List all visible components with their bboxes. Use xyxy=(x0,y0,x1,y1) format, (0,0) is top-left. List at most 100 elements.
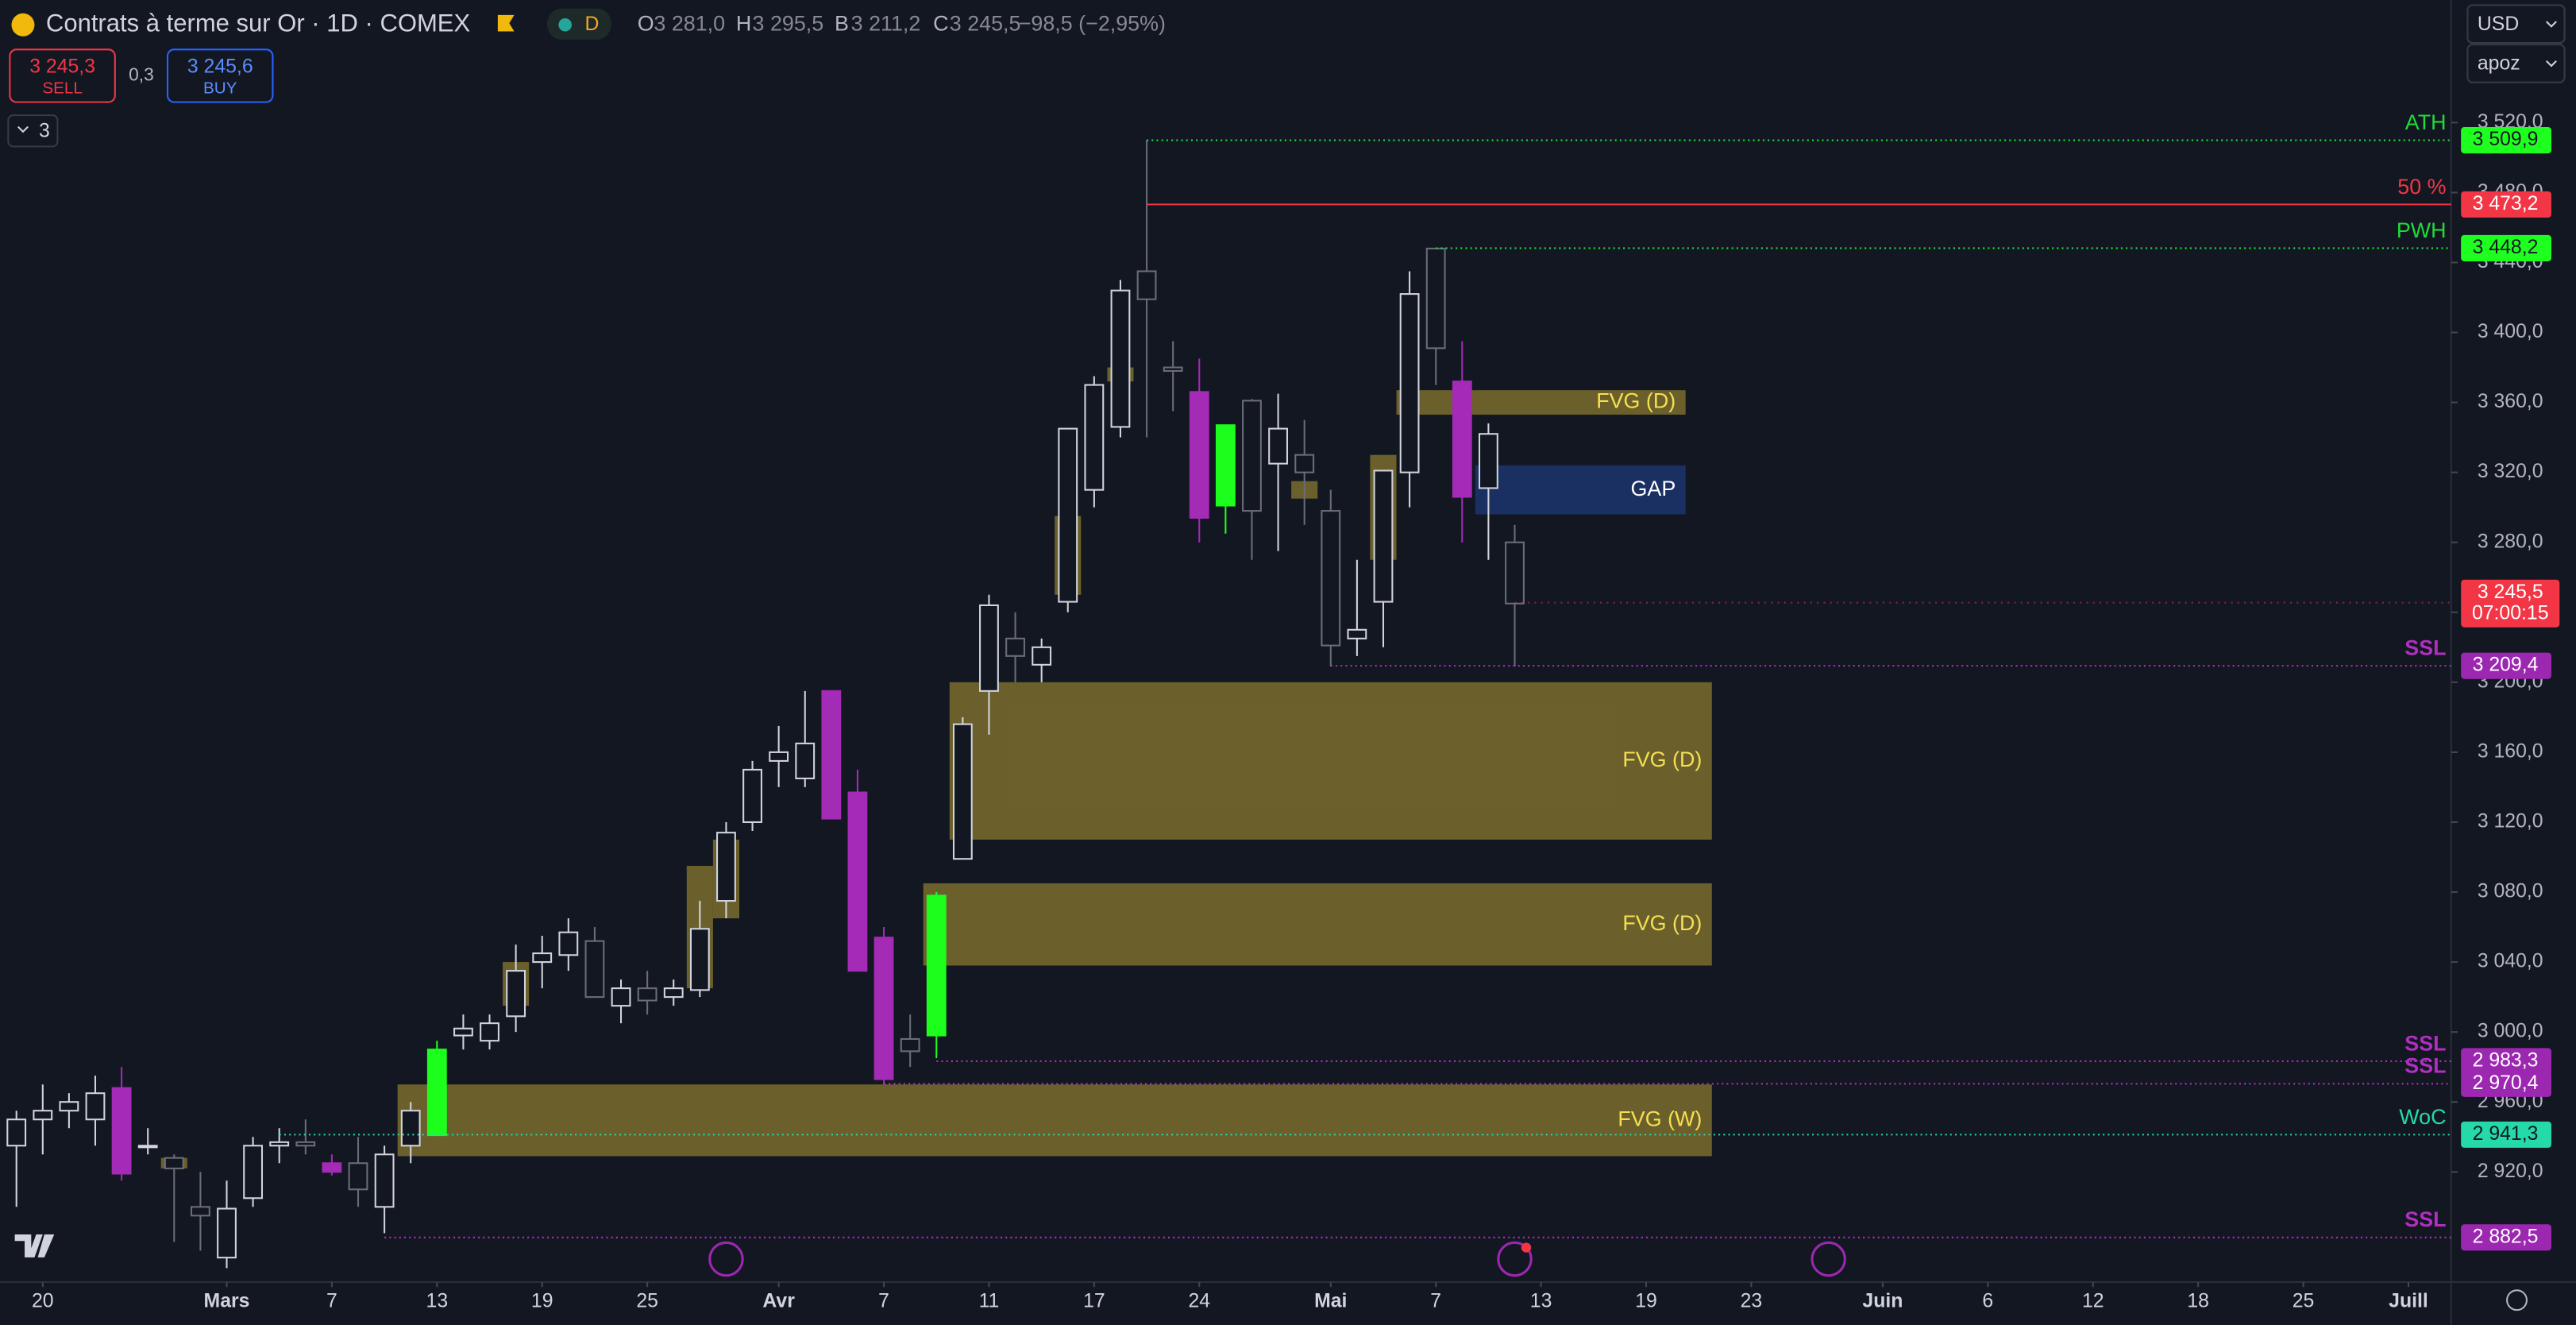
candle-body xyxy=(716,832,736,902)
candle-body xyxy=(1215,424,1236,507)
event-icon[interactable] xyxy=(1497,1241,1533,1277)
candle-body xyxy=(1452,381,1472,498)
indicators-toggle[interactable] xyxy=(7,114,59,148)
zone xyxy=(1475,465,1686,515)
candle-body xyxy=(1373,469,1394,603)
ohlc-key: C xyxy=(933,11,948,35)
candle-body xyxy=(1399,293,1420,473)
flag-icon[interactable] xyxy=(497,14,515,32)
level-name: SSL xyxy=(2404,1207,2446,1231)
x-tick-label: 19 xyxy=(1635,1290,1657,1311)
level-tag-label: 3 209,4 xyxy=(2473,655,2539,676)
buy-price: 3 245,6 xyxy=(187,56,253,78)
x-tick-label: 12 xyxy=(2082,1290,2104,1311)
level-tag xyxy=(2461,191,2551,218)
candle-body xyxy=(1347,628,1367,639)
level-tag xyxy=(2461,1048,2551,1075)
level-tag xyxy=(2461,1121,2551,1148)
x-tick-label: 7 xyxy=(878,1290,889,1311)
ohlc-value: 3 295,5 xyxy=(753,11,824,35)
level-name: SSL xyxy=(2404,1031,2446,1055)
header: Contrats à terme sur Or · 1D · COMEX D O… xyxy=(7,4,2566,1311)
candle-body xyxy=(611,987,631,1007)
chevron xyxy=(2546,60,2557,68)
settings-icon[interactable] xyxy=(2506,1289,2528,1311)
candle-body xyxy=(1242,400,1262,512)
candle-body xyxy=(873,937,894,1080)
candle-body xyxy=(795,742,816,779)
event-icon[interactable] xyxy=(708,1241,744,1277)
event-icon[interactable] xyxy=(1811,1241,1846,1277)
x-tick-label: 7 xyxy=(1430,1290,1441,1311)
candle-body xyxy=(426,1049,447,1137)
y-tick-label: 3 320,0 xyxy=(2478,461,2543,482)
candle-body xyxy=(217,1207,237,1259)
y-tick-label: 3 000,0 xyxy=(2478,1021,2543,1042)
zone-label: FVG (D) xyxy=(1596,389,1676,413)
last-price-tag xyxy=(2461,579,2560,628)
layout-select[interactable] xyxy=(2466,44,2566,83)
symbol-title[interactable]: Contrats à terme sur Or · 1D · COMEX xyxy=(46,9,471,37)
candle-body xyxy=(137,1145,158,1149)
candle-body xyxy=(1189,391,1209,519)
candle-body xyxy=(584,940,605,999)
buy-button[interactable] xyxy=(166,48,274,103)
sell-button[interactable] xyxy=(9,48,116,103)
y-tick-label: 3 280,0 xyxy=(2478,531,2543,552)
candle-body xyxy=(6,1118,27,1147)
candle-body xyxy=(532,952,553,964)
x-tick-label: 25 xyxy=(2293,1290,2315,1311)
chevron xyxy=(17,126,29,133)
level-tag xyxy=(2461,234,2551,261)
status-pill[interactable] xyxy=(546,8,611,40)
candle-body xyxy=(1005,637,1025,657)
x-tick-label: 18 xyxy=(2187,1290,2209,1311)
buy-label: BUY xyxy=(203,79,237,97)
currency-select[interactable] xyxy=(2466,4,2566,44)
x-tick-label: 13 xyxy=(1530,1290,1552,1311)
candle-body xyxy=(1058,427,1078,603)
candle-body xyxy=(243,1145,264,1199)
x-tick-label: 11 xyxy=(979,1290,1000,1311)
zone xyxy=(923,883,1712,966)
candle-body xyxy=(59,1101,79,1112)
candle-body xyxy=(926,894,947,1037)
zone xyxy=(397,1084,1712,1157)
candle-body xyxy=(558,931,579,956)
candle-body xyxy=(1032,646,1052,666)
candle-body xyxy=(1294,454,1315,473)
level-tag-label: 3 473,2 xyxy=(2473,193,2539,214)
zone xyxy=(949,682,1712,840)
y-tick-label: 2 920,0 xyxy=(2478,1161,2543,1182)
y-tick-label: 3 080,0 xyxy=(2478,881,2543,902)
countdown: 07:00:15 xyxy=(2472,603,2549,624)
level-tag-label: 3 448,2 xyxy=(2473,237,2539,258)
layout: apoz xyxy=(2478,52,2520,74)
x-tick-label: Mars xyxy=(204,1290,250,1311)
x-tick-label: Juill xyxy=(2389,1290,2428,1311)
currency: USD xyxy=(2478,14,2519,35)
candle-body xyxy=(1110,289,1131,428)
candle-body xyxy=(689,928,710,991)
x-tick-label: Avr xyxy=(762,1290,795,1311)
level-name: PWH xyxy=(2397,218,2447,242)
candle-body xyxy=(1478,433,1498,489)
zone-label: FVG (W) xyxy=(1618,1107,1702,1130)
level-name: SSL xyxy=(2404,636,2446,660)
candle-body xyxy=(742,768,762,823)
candle-body xyxy=(348,1162,368,1191)
candle-body xyxy=(1321,510,1341,647)
interval: D xyxy=(585,14,600,35)
y-tick-label: 3 040,0 xyxy=(2478,951,2543,972)
x-tick-label: 17 xyxy=(1083,1290,1105,1311)
candle-body xyxy=(453,1027,473,1037)
ohlc-key: O xyxy=(638,11,654,35)
candle-body xyxy=(295,1141,316,1147)
candle-body xyxy=(979,604,999,692)
level-name: WoC xyxy=(2399,1105,2446,1129)
candle-body xyxy=(821,690,842,820)
y-tick-label: 3 120,0 xyxy=(2478,811,2543,832)
candle-body xyxy=(374,1153,395,1208)
spread: 0,3 xyxy=(129,64,154,84)
candle-body xyxy=(1425,247,1446,350)
